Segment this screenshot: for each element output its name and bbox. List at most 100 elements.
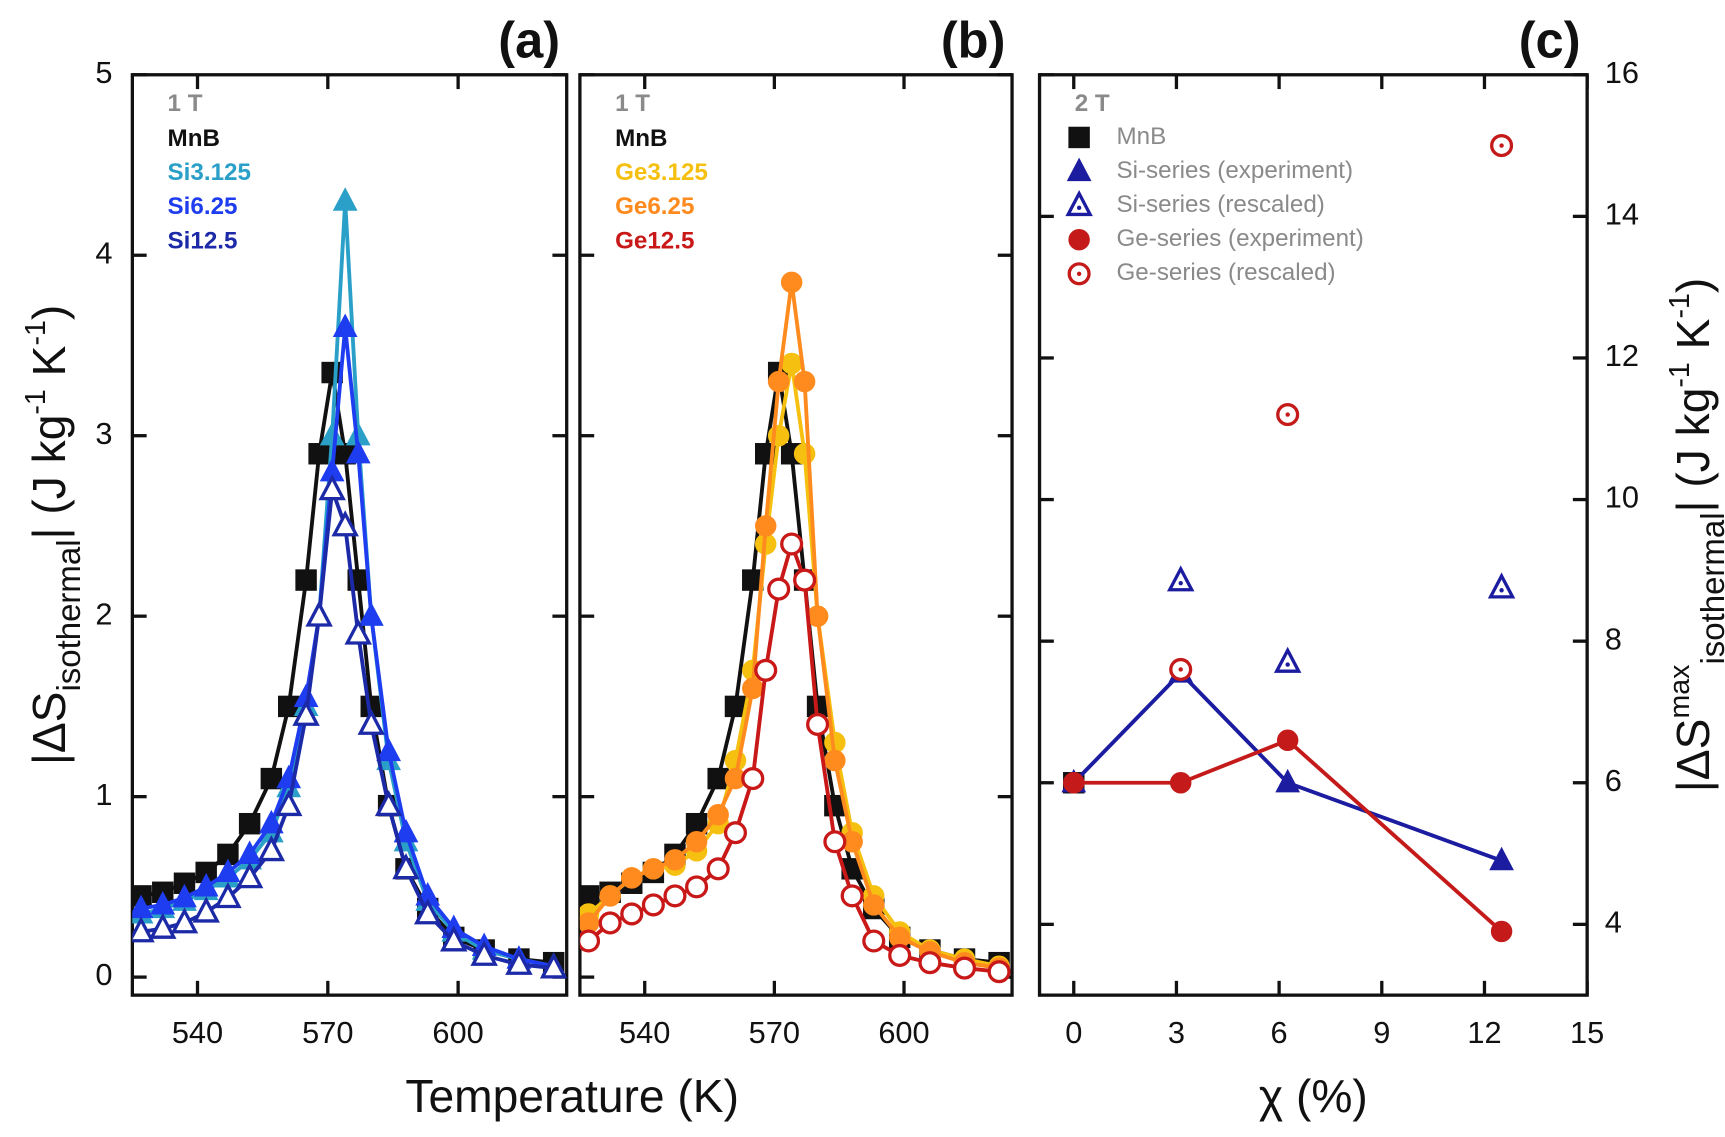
marker-triangle xyxy=(332,187,358,211)
y-tick-label: 5 xyxy=(95,55,112,90)
marker-circle xyxy=(706,857,730,881)
marker-square xyxy=(579,885,600,907)
marker-triangle xyxy=(1487,572,1516,599)
axis-title: |ΔSmaxisothermal| (J kg-1 K-1) xyxy=(1664,278,1725,792)
legend-label: Si-series (rescaled) xyxy=(1117,191,1325,218)
axis-title: |ΔSisothermal| (J kg-1 K-1) xyxy=(20,305,88,765)
marker-triangle xyxy=(1166,565,1195,592)
x-tick-label: 15 xyxy=(1570,1015,1604,1050)
marker-circle xyxy=(641,893,665,917)
x-tick-label: 600 xyxy=(432,1015,483,1050)
marker-circle xyxy=(685,875,709,899)
panel-label: (a) xyxy=(498,11,560,68)
marker-circle xyxy=(742,677,764,700)
marker-triangle xyxy=(257,835,286,862)
marker-triangle xyxy=(1273,646,1302,673)
axis-title-part: K xyxy=(23,345,75,389)
marker-triangle xyxy=(132,916,155,943)
series-line xyxy=(1073,738,1503,933)
y-tick-label: 0 xyxy=(95,957,112,992)
x-tick-label: 3 xyxy=(1168,1015,1185,1050)
axis-title-part: max xyxy=(1664,665,1696,719)
legend-label: Si6.25 xyxy=(168,193,238,220)
marker-center-dot xyxy=(1178,667,1183,672)
x-tick-label: 9 xyxy=(1373,1015,1390,1050)
marker-circle xyxy=(793,568,817,592)
marker-circle xyxy=(621,867,643,889)
axis-title-part: isothermal xyxy=(1694,512,1725,664)
marker-circle xyxy=(1068,228,1090,251)
marker-square xyxy=(1068,126,1090,149)
marker-center-dot xyxy=(1076,271,1082,277)
marker-circle xyxy=(952,956,977,980)
y-tick-label: 3 xyxy=(95,416,112,451)
series-line xyxy=(1072,671,1503,863)
y-tick-label: 12 xyxy=(1605,338,1639,373)
plot-frame xyxy=(130,73,569,997)
marker-triangle xyxy=(1489,846,1514,871)
marker-circle xyxy=(840,884,864,908)
marker-triangle xyxy=(376,737,401,762)
legend-label: MnB xyxy=(615,125,667,152)
x-axis-title: χ (%) xyxy=(1259,1070,1368,1122)
x-tick-label: 540 xyxy=(172,1015,223,1050)
y-tick-label: 1 xyxy=(95,777,112,812)
marker-circle xyxy=(707,803,729,826)
marker-triangle xyxy=(319,421,345,446)
marker-triangle xyxy=(192,896,220,923)
marker-triangle xyxy=(214,882,242,909)
marker-circle xyxy=(767,577,791,601)
marker-circle xyxy=(754,658,778,682)
x-axis-title: Temperature (K) xyxy=(405,1070,739,1122)
legend-label: Ge-series (rescaled) xyxy=(1117,259,1336,286)
marker-circle xyxy=(1063,772,1085,794)
marker-triangle xyxy=(274,790,303,817)
marker-circle xyxy=(780,352,803,375)
panel-label: (c) xyxy=(1519,11,1581,68)
legend-label: Si-series (experiment) xyxy=(1117,157,1354,184)
axis-title-part: -1 xyxy=(20,389,52,414)
marker-circle xyxy=(663,884,687,908)
marker-triangle xyxy=(258,809,284,834)
y-tick-label: 6 xyxy=(1605,763,1622,798)
x-tick-label: 600 xyxy=(878,1015,929,1050)
axis-title-part: isothermal xyxy=(50,539,87,691)
marker-center-dot xyxy=(1499,588,1504,593)
marker-square xyxy=(308,443,330,465)
axis-title-part: -1 xyxy=(1664,362,1696,387)
marker-triangle xyxy=(393,818,419,843)
axis-title-part: |ΔS xyxy=(23,692,75,766)
marker-triangle xyxy=(344,618,372,645)
axis-title-part: -1 xyxy=(1664,293,1696,318)
marker-circle xyxy=(806,605,829,627)
marker-triangle xyxy=(357,708,385,735)
plot-frame xyxy=(578,73,1014,997)
field-label: 1 T xyxy=(168,90,203,117)
marker-triangle xyxy=(305,600,333,627)
marker-circle xyxy=(642,858,665,880)
x-tick-label: 0 xyxy=(1065,1015,1082,1050)
marker-triangle xyxy=(413,898,442,925)
marker-triangle xyxy=(374,790,403,817)
axis-title-part: -1 xyxy=(20,320,52,345)
axis-title-part: | (J kg xyxy=(23,415,75,540)
marker-circle xyxy=(685,831,708,853)
marker-square xyxy=(295,569,317,591)
marker-triangle xyxy=(149,912,177,939)
marker-circle xyxy=(664,849,686,871)
marker-circle xyxy=(780,532,804,556)
y-tick-label: 2 xyxy=(95,596,112,631)
marker-circle xyxy=(599,885,621,907)
legend-label: Si3.125 xyxy=(168,159,251,186)
axis-title-part: K xyxy=(1667,318,1719,362)
y-tick-label: 8 xyxy=(1605,621,1622,656)
axis-title-part: |ΔS xyxy=(1667,719,1719,793)
axis-title-part: ) xyxy=(1667,278,1719,293)
marker-circle xyxy=(1490,920,1513,943)
marker-circle xyxy=(1169,772,1192,794)
legend-label: Ge3.125 xyxy=(615,159,708,186)
marker-triangle xyxy=(1065,189,1093,217)
legend-label: Ge-series (experiment) xyxy=(1117,225,1364,252)
